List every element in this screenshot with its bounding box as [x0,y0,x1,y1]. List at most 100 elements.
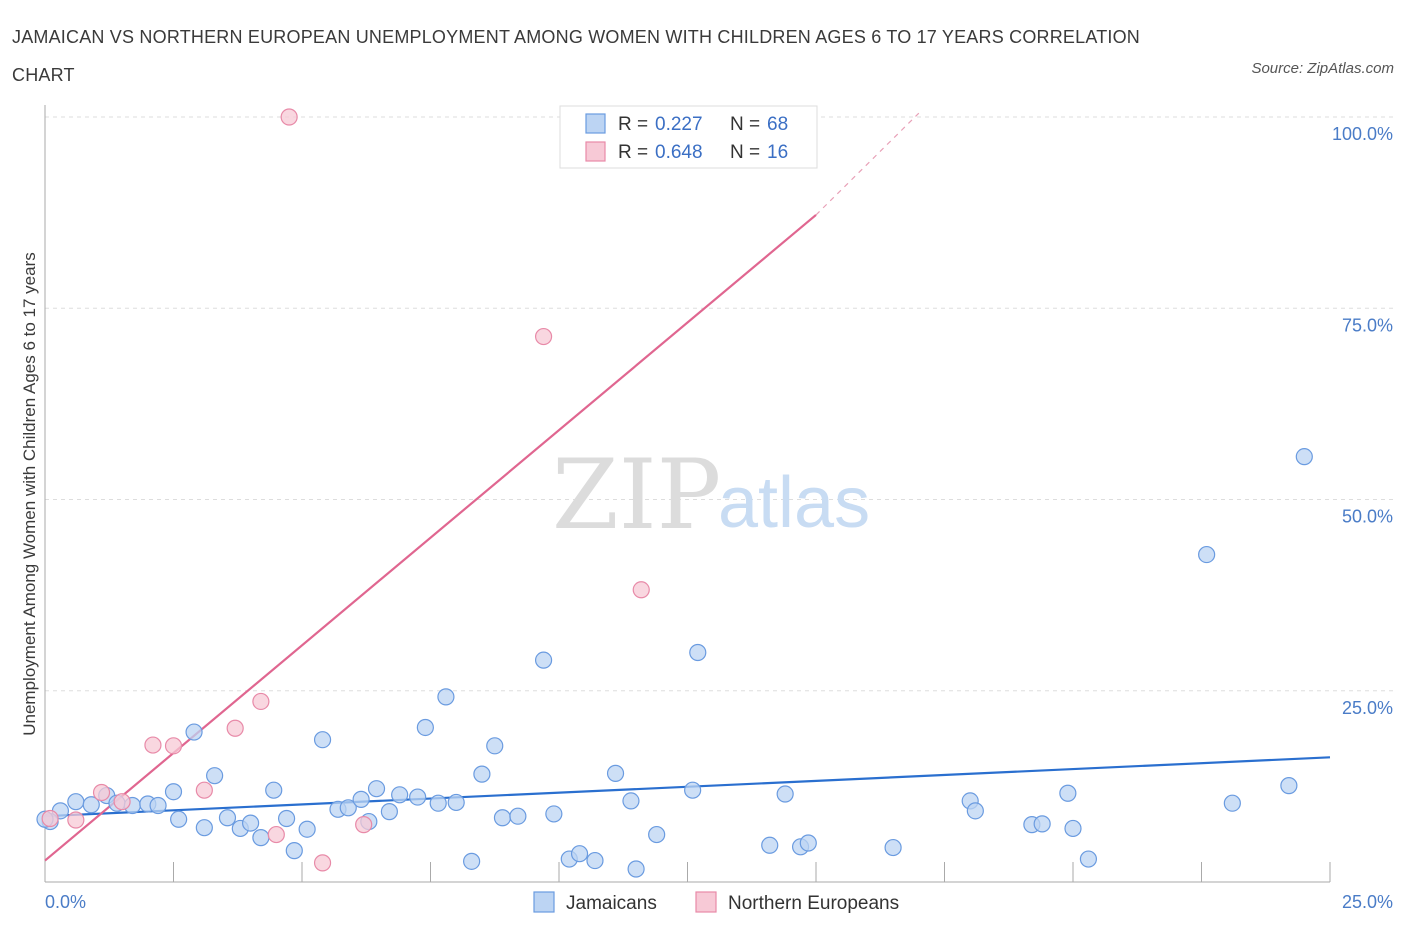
jamaican-point [486,737,504,755]
y-tick-label: 100.0% [1332,124,1393,144]
legend-r-label: R = [618,142,648,163]
jamaican-point [391,786,409,804]
watermark: ZIP atlas [552,439,870,551]
jamaican-point [409,788,427,806]
jamaican-point [149,796,167,815]
jamaican-point [195,819,213,837]
jamaican-point [493,809,512,827]
jamaican-point [1064,819,1082,838]
jamaican-point [447,793,465,812]
jamaican-point [534,651,553,669]
jamaican-point [242,814,260,832]
jamaican-point [586,851,604,870]
watermark-zip: ZIP [552,439,721,551]
jamaican-point [252,829,270,847]
jamaican-point [285,842,303,860]
jamaican-point [509,807,527,825]
source-credit: Source: ZipAtlas.com [1251,60,1394,77]
jamaican-point [799,834,817,852]
legend-r-label: R = [618,114,648,135]
northern-european-point [534,327,553,346]
jamaican-point [416,718,434,737]
jamaican-point [463,852,481,870]
jamaican-point [82,796,100,814]
jamaican-point [218,809,237,827]
jamaican-point [1033,815,1051,833]
legend-n-label: N = [730,114,760,135]
jamaican-point [689,643,707,662]
northern-european-point [267,825,285,844]
bottom-legend-swatch [533,891,555,913]
jamaican-point [1079,850,1098,868]
legend-n-label: N = [730,142,760,163]
tick-labels: 100.0% 75.0% 50.0% 25.0% 0.0% 25.0% [45,124,1393,912]
jamaican-point [185,723,203,741]
jamaican-point [545,805,563,823]
northern-european-point [313,854,332,872]
legend-n-value: 16 [767,142,788,163]
northern-european-point [164,737,183,755]
bottom-legend-swatch [695,891,717,913]
chart-title: JAMAICAN VS NORTHERN EUROPEAN UNEMPLOYME… [12,27,1140,85]
jamaican-point [622,792,640,810]
jamaican-point [67,793,85,811]
northern-european-point [41,809,59,828]
y-axis-label: Unemployment Among Women with Children A… [20,252,39,736]
jamaican-point [313,731,332,749]
jamaican-point [352,790,370,808]
legend-n-value: 68 [767,114,788,135]
northern-european-point [113,793,131,811]
legend-r-value: 0.227 [655,114,703,135]
northern-european-trend-extension [815,112,920,216]
legend-swatch [585,141,606,162]
jamaican-point [627,860,645,878]
legend-box: R = 0.227 N = 68 R = 0.648 N = 16 [559,105,818,169]
jamaican-point [606,764,625,782]
jamaican-point [437,688,455,706]
y-tick-label: 50.0% [1342,507,1393,527]
jamaican-point [1295,448,1313,466]
legend-r-value: 0.648 [655,142,703,163]
jamaican-point [1198,545,1216,564]
jamaican-point [1223,794,1241,812]
watermark-atlas: atlas [718,463,870,543]
jamaican-point [265,781,283,799]
northern-european-point [92,783,111,802]
jamaican-point [429,794,447,812]
northern-european-point [144,736,162,754]
northern-european-point [280,108,298,126]
x-tick-label-min: 0.0% [45,892,86,912]
northern-european-point [67,811,85,829]
jamaican-point [570,845,589,863]
jamaican-point [966,802,984,820]
northern-european-point [195,781,213,799]
axes [44,105,1331,883]
y-tick-label: 75.0% [1342,315,1393,335]
jamaican-point [380,803,398,821]
jamaican-point [339,799,357,817]
northern-european-point [355,816,373,834]
jamaican-point [761,836,779,854]
jamaican-point [1059,784,1077,802]
gridlines [45,116,1394,692]
legend-swatch [585,113,606,134]
northern-european-point [226,719,244,737]
jamaican-point [298,820,316,838]
y-tick-label: 25.0% [1342,698,1393,718]
jamaican-point [473,765,491,783]
bottom-legend-label: Northern Europeans [728,893,899,914]
data-points [36,108,1313,878]
jamaican-point [1280,777,1298,795]
bottom-legend-label: Jamaicans [566,893,657,914]
jamaican-point [277,809,296,828]
jamaican-point [367,780,386,798]
jamaican-point [206,767,224,785]
northern-european-point [632,581,650,599]
x-tick-label-max: 25.0% [1342,892,1393,912]
jamaican-point [648,825,666,844]
bottom-legend: Jamaicans Northern Europeans [533,891,899,914]
jamaican-point [170,810,188,828]
jamaican-point [684,781,702,799]
jamaican-point [164,783,183,801]
